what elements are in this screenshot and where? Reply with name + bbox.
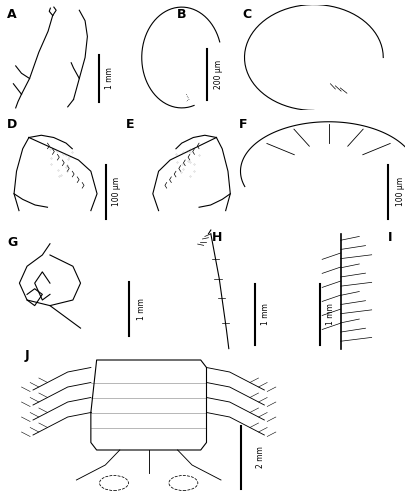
Text: A: A: [7, 8, 16, 21]
Text: 200 µm: 200 µm: [214, 60, 223, 89]
Text: 1 mm: 1 mm: [326, 304, 335, 325]
Text: 100 µm: 100 µm: [112, 177, 121, 206]
Text: 100 µm: 100 µm: [396, 177, 405, 206]
Text: J: J: [24, 350, 29, 362]
Text: B: B: [177, 8, 187, 21]
Text: D: D: [7, 118, 17, 132]
Text: 1 mm: 1 mm: [261, 304, 270, 325]
Text: I: I: [388, 232, 392, 244]
Text: 1 mm: 1 mm: [137, 298, 146, 320]
Text: G: G: [7, 236, 17, 249]
Text: 2 mm: 2 mm: [256, 446, 265, 468]
Text: 1 mm: 1 mm: [105, 68, 114, 90]
Text: H: H: [211, 232, 222, 244]
Text: F: F: [239, 118, 247, 132]
Text: E: E: [126, 118, 135, 132]
Text: C: C: [243, 8, 252, 21]
